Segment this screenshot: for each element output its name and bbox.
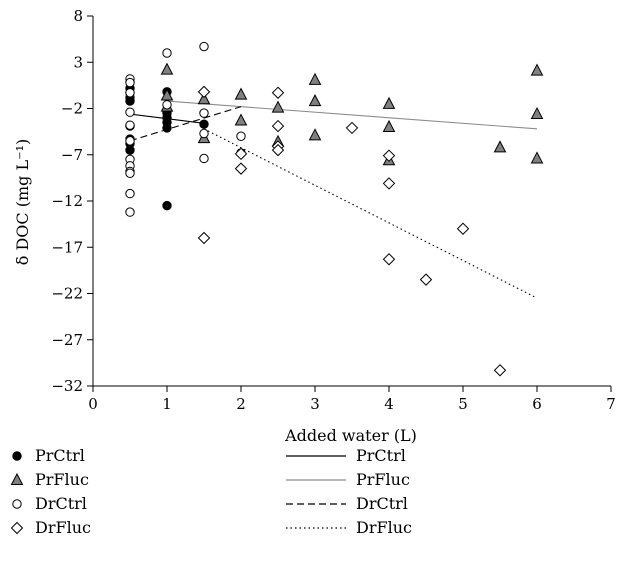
legend-label-prfluc: PrFluc — [35, 470, 89, 489]
y-tick-label: 3 — [73, 53, 83, 71]
point-drctrl — [125, 120, 135, 130]
point-drfluc — [197, 231, 211, 245]
point-drfluc — [493, 364, 507, 377]
point-prfluc — [308, 72, 322, 85]
point-drctrl — [125, 77, 135, 88]
point-drfluc — [271, 86, 285, 99]
data-points — [125, 41, 544, 377]
point-prfluc — [234, 87, 248, 100]
y-tick-label: −22 — [51, 285, 83, 303]
x-tick-label: 2 — [236, 395, 246, 413]
point-prfluc — [382, 119, 396, 132]
point-drfluc — [271, 143, 285, 157]
legend-line-label-prfluc: PrFluc — [356, 470, 410, 489]
y-tick-label: −7 — [61, 146, 83, 164]
y-axis-label: δ DOC (mg L⁻¹) — [13, 139, 32, 265]
point-drctrl — [236, 131, 246, 141]
legend: PrCtrl PrFluc DrCtrl DrFluc PrCtrl PrFluc DrCt… — [10, 446, 412, 537]
axes: 8 3 −2 −7 −12 −17 −22 −27 −32 0 1 2 3 4 5 6 7 — [51, 7, 615, 413]
legend-line-label-prctrl: PrCtrl — [356, 446, 406, 465]
point-drfluc — [456, 222, 470, 235]
point-prfluc — [493, 140, 507, 153]
point-drctrl — [162, 48, 172, 58]
point-drctrl — [162, 100, 172, 110]
point-drfluc — [271, 119, 285, 133]
x-tick-label: 0 — [88, 395, 98, 413]
point-drctrl — [125, 188, 135, 199]
point-prctrl — [125, 145, 135, 155]
y-tick-label: 8 — [73, 7, 83, 25]
x-tick-label: 1 — [162, 395, 172, 413]
point-prfluc — [530, 151, 544, 164]
point-drfluc — [419, 273, 433, 286]
legend-label-drctrl: DrCtrl — [35, 494, 87, 513]
point-drctrl — [199, 153, 209, 164]
x-tick-label: 7 — [606, 395, 616, 413]
point-drctrl — [199, 128, 209, 139]
point-prfluc — [308, 128, 322, 141]
y-tick-label: −32 — [51, 377, 83, 395]
y-tick-label: −27 — [51, 331, 83, 349]
x-tick-label: 6 — [532, 395, 542, 413]
point-prctrl — [199, 119, 209, 129]
legend-marker-prfluc — [10, 472, 24, 485]
point-prfluc — [382, 96, 396, 109]
trendlines — [129, 100, 538, 299]
y-tick-label: −12 — [51, 192, 83, 210]
x-tick-label: 4 — [384, 395, 394, 413]
point-drctrl — [125, 107, 135, 117]
legend-line-label-drctrl: DrCtrl — [356, 494, 408, 513]
y-tick-label: −17 — [51, 238, 83, 256]
point-drctrl — [125, 207, 135, 217]
point-drfluc — [234, 162, 248, 175]
point-prctrl — [125, 96, 135, 106]
point-drctrl — [125, 136, 135, 146]
point-drfluc — [234, 147, 248, 161]
point-prctrl — [162, 200, 172, 211]
legend-label-prctrl: PrCtrl — [35, 446, 85, 465]
point-prfluc — [197, 92, 211, 105]
point-drfluc — [382, 253, 396, 266]
legend-marker-prctrl — [12, 451, 22, 461]
point-drfluc — [382, 177, 396, 190]
point-prfluc — [160, 62, 174, 75]
legend-marker-drfluc — [10, 521, 24, 535]
x-axis-label: Added water (L) — [284, 426, 417, 445]
trendline-drfluc — [203, 128, 538, 299]
point-prfluc — [308, 94, 322, 107]
point-drfluc — [197, 85, 211, 99]
point-prctrl — [162, 123, 172, 133]
legend-label-drfluc: DrFluc — [35, 518, 91, 537]
point-drctrl — [125, 168, 135, 178]
point-prfluc — [530, 63, 544, 76]
point-prfluc — [530, 106, 544, 120]
point-drfluc — [382, 149, 396, 162]
x-tick-label: 3 — [310, 395, 320, 413]
point-prfluc — [234, 113, 248, 126]
trendline-prfluc — [166, 100, 538, 130]
legend-marker-drctrl — [12, 499, 22, 509]
point-drctrl — [199, 41, 209, 52]
trendline-drctrl — [129, 106, 242, 142]
point-drfluc — [345, 121, 359, 135]
point-drctrl — [125, 88, 135, 98]
y-tick-label: −2 — [61, 100, 83, 118]
x-tick-label: 5 — [458, 395, 468, 413]
point-prfluc — [271, 100, 285, 113]
legend-line-label-drfluc: DrFluc — [356, 518, 412, 537]
point-drctrl — [199, 108, 209, 118]
